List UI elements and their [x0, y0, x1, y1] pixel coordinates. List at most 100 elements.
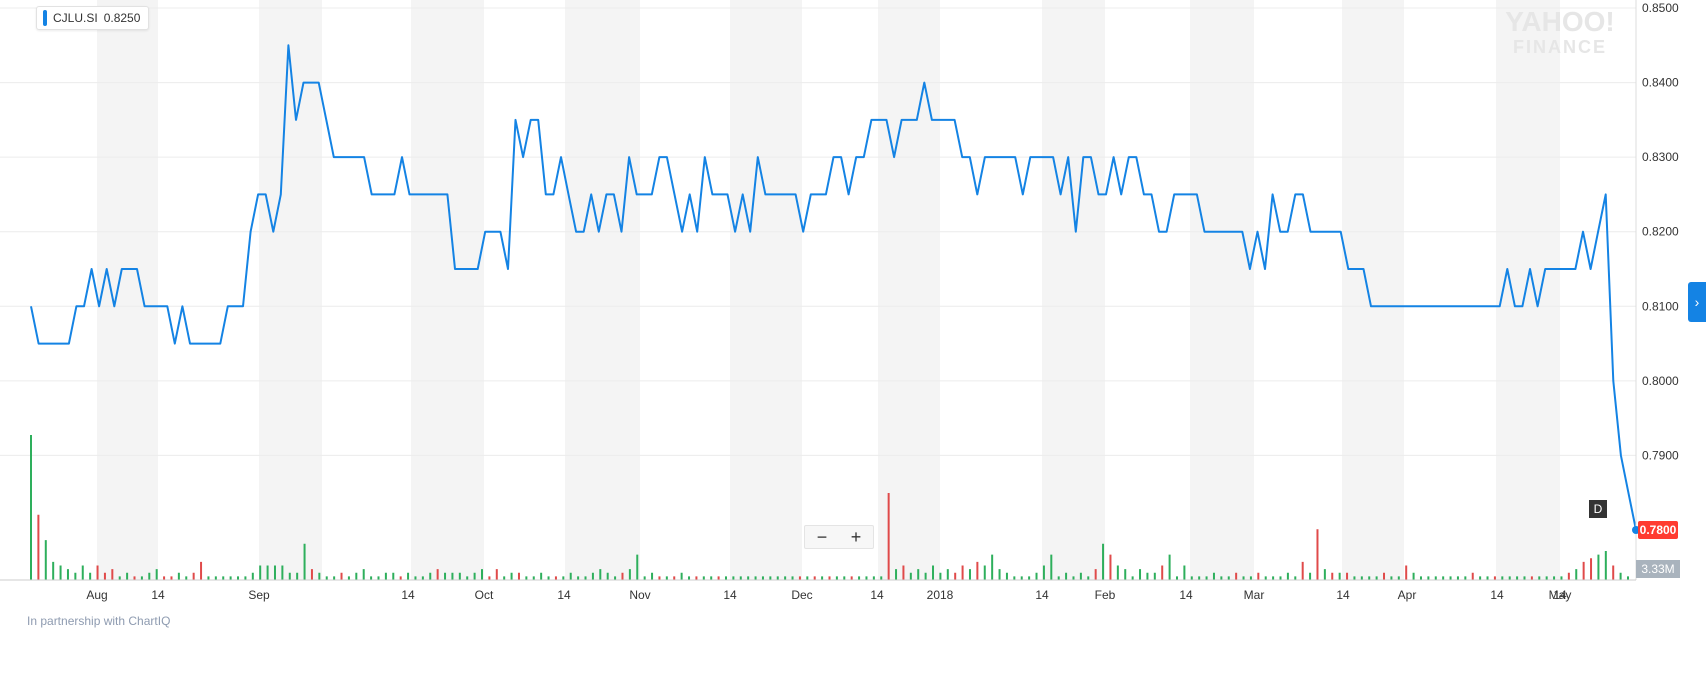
volume-bar	[747, 576, 750, 580]
volume-bar	[606, 572, 609, 580]
y-tick-label: 0.8500	[1642, 1, 1679, 15]
month-band	[259, 0, 322, 580]
volume-bar	[1612, 565, 1615, 580]
volume-bar	[318, 572, 321, 580]
volume-bar	[591, 572, 594, 580]
volume-bar	[1419, 576, 1422, 580]
volume-bar	[976, 561, 979, 580]
volume-bar	[1272, 576, 1275, 580]
month-band	[1042, 0, 1105, 580]
volume-bar	[503, 576, 506, 580]
volume-bar	[880, 576, 883, 580]
volume-label: 3.33M	[1641, 562, 1674, 576]
volume-bar	[1139, 569, 1142, 580]
volume-bar	[229, 576, 232, 580]
x-tick-label: 14	[557, 588, 571, 602]
volume-bar	[1538, 576, 1541, 580]
volume-bar	[532, 576, 535, 580]
periodicity-label: D	[1594, 502, 1603, 516]
volume-bar	[1227, 576, 1230, 580]
x-tick-label: 14	[1490, 588, 1504, 602]
volume-bar	[118, 576, 121, 580]
zoom-in-button[interactable]: +	[850, 527, 862, 547]
volume-bar	[909, 572, 912, 580]
volume-bar	[1005, 572, 1008, 580]
volume-bar	[872, 576, 875, 580]
legend-price: 0.8250	[103, 11, 141, 25]
volume-bar	[828, 576, 831, 580]
volume-bar	[614, 576, 617, 580]
volume-bar	[1220, 576, 1223, 580]
volume-bar	[244, 576, 247, 580]
volume-bar	[377, 576, 380, 580]
volume-bar	[288, 572, 291, 580]
x-tick-label: 14	[401, 588, 415, 602]
volume-bar	[296, 572, 299, 580]
volume-bar	[96, 565, 99, 580]
volume-bar	[835, 576, 838, 580]
volume-bar	[1124, 569, 1127, 580]
volume-bar	[1331, 572, 1334, 580]
volume-bar	[495, 569, 498, 580]
volume-bar	[717, 576, 720, 580]
volume-bar	[798, 576, 801, 580]
x-tick-label: Nov	[629, 588, 650, 602]
volume-bar	[821, 576, 824, 580]
volume-bar	[1442, 576, 1445, 580]
volume-bar	[680, 572, 683, 580]
volume-bar	[155, 569, 158, 580]
chevron-right-icon[interactable]: ›	[1688, 282, 1706, 322]
y-tick-label: 0.8000	[1642, 374, 1679, 388]
volume-bar	[37, 514, 40, 580]
volume-bar	[200, 561, 203, 580]
volume-bar	[1235, 572, 1238, 580]
volume-bar	[724, 576, 727, 580]
volume-bar	[266, 565, 269, 580]
periodicity-badge	[1589, 500, 1607, 518]
volume-bar	[1087, 576, 1090, 580]
volume-bar	[865, 576, 868, 580]
volume-bar	[732, 576, 735, 580]
volume-bar	[81, 565, 84, 580]
volume-bar	[1323, 569, 1326, 580]
volume-bar	[1523, 576, 1526, 580]
volume-bar	[44, 540, 47, 580]
x-tick-label: Mar	[1244, 588, 1265, 602]
x-tick-label: 14	[1553, 588, 1567, 602]
volume-bar	[481, 569, 484, 580]
volume-bar	[170, 576, 173, 580]
volume-bar	[259, 565, 262, 580]
volume-bar	[1575, 569, 1578, 580]
x-tick-label: Apr	[1398, 588, 1417, 602]
volume-bar	[163, 576, 166, 580]
volume-bar	[547, 576, 550, 580]
volume-bar	[421, 576, 424, 580]
price-line	[30, 44, 1637, 531]
volume-bar	[192, 572, 195, 580]
yahoo-logo-text: YAHOO!	[1505, 6, 1614, 37]
volume-bar	[695, 576, 698, 580]
volume-bar	[887, 493, 890, 580]
volume-bar	[917, 569, 920, 580]
volume-bar	[1175, 576, 1178, 580]
volume-bar	[1553, 576, 1556, 580]
zoom-out-button[interactable]: −	[816, 527, 828, 547]
volume-bar	[355, 572, 358, 580]
volume-bar	[436, 569, 439, 580]
volume-bar	[1072, 576, 1075, 580]
volume-bar	[273, 565, 276, 580]
volume-bar	[458, 572, 461, 580]
volume-bar	[1597, 554, 1600, 580]
volume-bar	[74, 572, 77, 580]
volume-bar	[806, 576, 809, 580]
volume-bar	[643, 576, 646, 580]
volume-bar	[983, 565, 986, 580]
volume-bar	[754, 576, 757, 580]
volume-bar	[126, 572, 129, 580]
last-price-badge	[1638, 521, 1678, 539]
volume-bar	[103, 572, 106, 580]
volume-bar	[584, 576, 587, 580]
volume-bar	[1279, 576, 1282, 580]
